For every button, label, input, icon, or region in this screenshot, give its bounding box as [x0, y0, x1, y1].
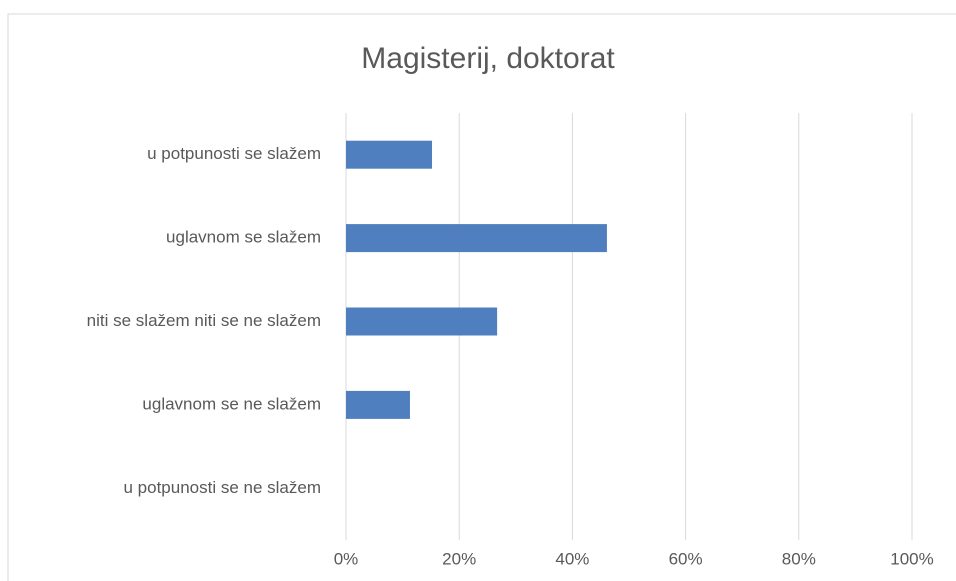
bar: [346, 140, 433, 169]
bar: [346, 390, 410, 419]
y-tick-label: u potpunosti se ne slažem: [123, 478, 321, 497]
y-tick-label: uglavnom se slažem: [166, 228, 321, 247]
x-tick-label: 80%: [782, 549, 816, 568]
x-tick-label: 20%: [442, 549, 476, 568]
y-tick-label: uglavnom se ne slažem: [142, 394, 321, 413]
chart-border: [7, 13, 956, 581]
y-tick-label: u potpunosti se slažem: [147, 144, 321, 163]
bar: [346, 224, 607, 253]
x-tick-label: 0%: [334, 549, 359, 568]
y-tick-label: niti se slažem niti se ne slažem: [87, 311, 321, 330]
x-tick-label: 60%: [669, 549, 703, 568]
chart-title: Magisterij, doktorat: [361, 42, 615, 75]
x-tick-label: 100%: [890, 549, 933, 568]
bar: [346, 307, 498, 336]
x-tick-label: 40%: [555, 549, 589, 568]
